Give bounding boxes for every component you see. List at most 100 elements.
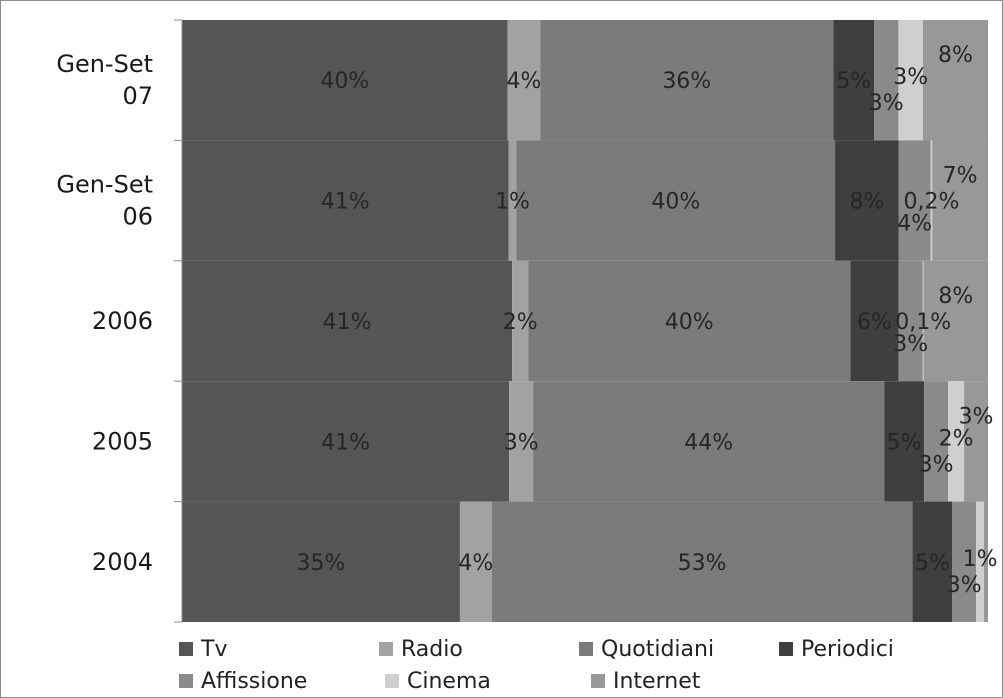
bar-2006-periodici — [850, 260, 899, 382]
data-label-2006-periodici: 6% — [857, 310, 892, 335]
bar-2004-tv — [182, 501, 460, 622]
category-label-2004: 2004 — [92, 548, 153, 576]
bar-gen-set-06-cinema — [930, 140, 933, 261]
data-label-gen-set-06-cinema: 0,2% — [903, 190, 959, 215]
data-label-gen-set-06-tv: 41% — [321, 190, 370, 215]
bar-2006-quotidiani — [528, 260, 851, 382]
bar-2004-radio — [459, 501, 492, 622]
bar-gen-set-07-periodici — [833, 20, 875, 141]
category-label-2005: 2005 — [92, 427, 153, 455]
data-label-2006-quotidiani: 40% — [665, 310, 714, 335]
bar-2005-internet — [964, 381, 988, 502]
bar-gen-set-07-tv — [182, 20, 508, 141]
data-label-2004-affissione: 3% — [947, 573, 982, 598]
bar-2005-cinema — [948, 381, 965, 502]
bar-gen-set-06-periodici — [835, 140, 899, 261]
bar-2005-tv — [182, 381, 510, 502]
bar-gen-set-06-radio — [508, 140, 517, 261]
data-label-2006-affissione: 3% — [893, 332, 928, 357]
category-label-gen-set-07-line-2: 07 — [122, 82, 153, 110]
legend-item-internet: Internet — [591, 669, 797, 694]
data-label-2005-cinema: 2% — [939, 426, 974, 451]
bar-2004-cinema — [976, 501, 985, 622]
data-label-gen-set-07-tv: 40% — [320, 69, 369, 94]
data-label-2006-internet: 8% — [938, 284, 973, 309]
legend-label-radio: Radio — [401, 636, 463, 662]
bar-2005-affissione — [924, 381, 949, 502]
legend-row-2: Affissione Cinema Internet — [179, 665, 979, 697]
bar-gen-set-07-internet — [922, 20, 988, 141]
bar-2006-radio — [512, 260, 529, 382]
data-label-2005-tv: 41% — [321, 430, 370, 455]
legend-label-quotidiani: Quotidiani — [601, 636, 715, 662]
data-label-2005-radio: 3% — [504, 430, 539, 455]
bar-2004-periodici — [912, 501, 953, 622]
data-label-2004-cinema: 1% — [963, 547, 998, 572]
legend-swatch-cinema — [385, 674, 399, 688]
legend-swatch-affissione — [179, 674, 193, 688]
bar-gen-set-07-affissione — [874, 20, 899, 141]
category-label-gen-set-06-line-1: Gen-Set — [56, 171, 153, 199]
legend-swatch-tv — [179, 642, 193, 656]
legend-item-affissione: Affissione — [179, 669, 385, 694]
data-label-gen-set-07-quotidiani: 36% — [662, 69, 711, 94]
category-label-2006: 2006 — [92, 307, 153, 335]
legend-swatch-internet — [591, 674, 605, 688]
legend-label-affissione: Affissione — [201, 668, 308, 694]
legend-item-cinema: Cinema — [385, 669, 591, 694]
data-label-2005-affissione: 3% — [919, 452, 954, 477]
bar-2005-radio — [509, 381, 534, 502]
bar-2006-tv — [182, 260, 513, 382]
data-label-gen-set-06-radio: 1% — [495, 190, 530, 215]
bar-gen-set-06-tv — [182, 140, 509, 261]
data-label-gen-set-07-radio: 4% — [506, 69, 541, 94]
data-label-2004-radio: 4% — [458, 551, 493, 576]
data-label-gen-set-07-periodici: 5% — [836, 69, 871, 94]
data-label-2006-tv: 41% — [323, 310, 372, 335]
data-label-2004-periodici: 5% — [915, 551, 950, 576]
legend: Tv Radio Quotidiani Periodici Affissione — [179, 633, 979, 697]
bar-2005-periodici — [884, 381, 925, 502]
data-label-2005-periodici: 5% — [887, 430, 922, 455]
data-label-gen-set-07-cinema: 3% — [893, 65, 928, 90]
data-label-gen-set-06-quotidiani: 40% — [651, 190, 700, 215]
bar-gen-set-06-internet — [932, 140, 988, 261]
bar-2006-cinema — [922, 260, 924, 382]
category-label-gen-set-06-line-2: 06 — [122, 203, 153, 231]
legend-item-periodici: Periodici — [779, 637, 979, 662]
legend-swatch-radio — [379, 642, 393, 656]
legend-item-tv: Tv — [179, 637, 379, 662]
bar-2006-affissione — [898, 260, 923, 382]
bar-gen-set-07-radio — [507, 20, 541, 141]
bar-gen-set-06-affissione — [898, 140, 931, 261]
bar-2006-internet — [923, 260, 988, 382]
bar-2004-quotidiani — [491, 501, 913, 622]
data-label-2004-tv: 35% — [297, 551, 346, 576]
bar-2005-quotidiani — [533, 381, 885, 502]
legend-item-quotidiani: Quotidiani — [579, 637, 779, 662]
legend-label-cinema: Cinema — [407, 668, 491, 694]
bar-2004-internet — [984, 501, 988, 622]
data-label-2005-quotidiani: 44% — [684, 430, 733, 455]
data-label-gen-set-06-affissione: 4% — [897, 212, 932, 237]
legend-item-radio: Radio — [379, 637, 579, 662]
data-label-2006-cinema: 0,1% — [895, 310, 951, 335]
bar-gen-set-07-cinema — [898, 20, 923, 141]
legend-label-periodici: Periodici — [801, 636, 894, 662]
data-label-gen-set-06-periodici: 8% — [849, 190, 884, 215]
legend-swatch-periodici — [779, 642, 793, 656]
legend-label-internet: Internet — [613, 668, 701, 694]
data-label-gen-set-06-internet: 7% — [943, 164, 978, 189]
data-label-gen-set-07-affissione: 3% — [869, 91, 904, 116]
legend-label-tv: Tv — [201, 636, 228, 662]
data-label-gen-set-07-internet: 8% — [938, 43, 973, 68]
category-label-gen-set-07-line-1: Gen-Set — [56, 50, 153, 78]
data-label-2004-quotidiani: 53% — [678, 551, 727, 576]
legend-row-1: Tv Radio Quotidiani Periodici — [179, 633, 979, 665]
bar-2004-affissione — [952, 501, 977, 622]
data-label-2006-radio: 2% — [503, 310, 538, 335]
bar-gen-set-07-quotidiani — [540, 20, 834, 141]
legend-swatch-quotidiani — [579, 642, 593, 656]
